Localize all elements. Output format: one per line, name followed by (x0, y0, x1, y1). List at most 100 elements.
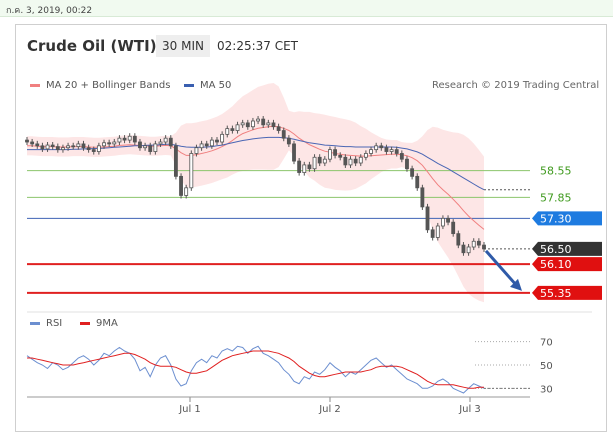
candle-60 (333, 149, 338, 156)
candle-31 (184, 187, 189, 196)
ma50-swatch-icon (184, 84, 194, 87)
candle-89 (482, 244, 486, 250)
candle-9 (71, 145, 76, 148)
candle-75 (410, 168, 415, 177)
rsi-tick-label-1: 50 (540, 361, 553, 372)
candle-26 (158, 141, 163, 145)
candle-44 (251, 120, 255, 128)
candle-43 (245, 122, 250, 128)
candle-76 (415, 175, 420, 189)
candle-7 (61, 147, 65, 151)
candle-38 (220, 133, 225, 143)
ma20-line (27, 125, 485, 230)
candle-81 (440, 217, 445, 227)
legend-ma20-label: MA 20 + Bollinger Bands (46, 80, 171, 91)
candle-69 (379, 145, 384, 149)
candle-22 (138, 141, 142, 149)
candle-8 (66, 145, 71, 149)
level-label-0: 58.55 (540, 165, 572, 178)
candle-72 (394, 149, 399, 154)
candle-17 (112, 141, 117, 145)
chart-title: Crude Oil (WTI) (27, 37, 157, 55)
timeframe-badge[interactable]: 30 MIN (156, 35, 210, 57)
timestamp: 02:25:37 CET (217, 39, 298, 53)
candle-62 (343, 156, 348, 166)
level-flag-3 (532, 241, 602, 256)
candle-85 (461, 244, 466, 254)
candle-46 (261, 118, 266, 126)
legend-ma20: MA 20 + Bollinger Bands (30, 80, 170, 91)
candle-70 (384, 147, 389, 152)
candle-84 (456, 233, 461, 246)
candle-21 (132, 135, 137, 143)
candle-45 (256, 118, 260, 122)
candle-73 (399, 153, 404, 160)
candle-54 (302, 164, 307, 173)
candle-16 (107, 142, 112, 145)
date-bar: ก.ค. 3, 2019, 00:22 (0, 0, 613, 17)
x-tick-label-2: Jul 3 (458, 404, 481, 415)
level-label-5: 55.35 (540, 287, 572, 300)
candle-18 (117, 137, 122, 143)
chart-panel (15, 24, 607, 432)
candle-36 (209, 139, 214, 147)
ma9-swatch-icon (80, 322, 90, 325)
candle-10 (76, 143, 81, 147)
rsi-line (26, 345, 485, 394)
candle-32 (189, 153, 194, 189)
legend-rsi-label: RSI (46, 318, 63, 329)
candle-14 (96, 145, 101, 152)
candle-67 (369, 149, 373, 154)
x-tick-label-1: Jul 2 (318, 404, 341, 415)
candle-35 (204, 143, 209, 147)
candle-82 (446, 217, 450, 223)
candle-6 (55, 146, 60, 151)
rsi-swatch-icon (30, 322, 40, 325)
candle-3 (40, 145, 45, 150)
date-stamp: ก.ค. 3, 2019, 00:22 (6, 6, 93, 16)
candle-29 (173, 145, 178, 177)
candle-87 (471, 240, 476, 248)
candle-47 (266, 122, 271, 126)
candle-64 (353, 158, 358, 164)
candle-2 (35, 143, 40, 147)
candle-34 (199, 143, 204, 149)
x-tick-label-0: Jul 1 (178, 404, 201, 415)
candle-13 (91, 149, 96, 152)
candle-20 (127, 135, 132, 141)
level-label-1: 57.85 (540, 191, 572, 204)
candle-52 (292, 143, 296, 162)
candle-41 (235, 124, 240, 131)
candle-40 (230, 128, 235, 131)
candle-49 (276, 126, 281, 131)
level-label-3: 56.50 (540, 243, 572, 256)
candle-4 (45, 144, 50, 150)
level-flag-2 (532, 211, 602, 226)
bollinger-band (27, 83, 484, 303)
rsi-tick-label-0: 70 (540, 338, 553, 349)
rsi-tick-label-2: 30 (540, 384, 553, 395)
candle-27 (163, 137, 168, 143)
legend-ma50-label: MA 50 (200, 80, 232, 91)
candle-56 (312, 156, 317, 170)
candle-79 (430, 229, 435, 238)
legend-ma50: MA 50 (184, 80, 231, 91)
candle-66 (363, 153, 368, 158)
candle-68 (374, 145, 379, 151)
candle-51 (286, 137, 291, 145)
research-credit: Research © 2019 Trading Central (432, 80, 600, 91)
candle-23 (143, 145, 148, 149)
legend-ma9-label: 9MA (96, 318, 118, 329)
candle-15 (102, 142, 106, 147)
candle-5 (50, 144, 55, 147)
level-flag-5 (532, 285, 602, 300)
level-flag-4 (532, 257, 602, 272)
candle-63 (348, 158, 353, 166)
candle-19 (122, 137, 127, 141)
candle-30 (179, 175, 183, 196)
forecast-arrow-shaft (484, 249, 518, 286)
candle-88 (476, 240, 481, 246)
candle-80 (435, 225, 440, 238)
candle-25 (153, 143, 158, 152)
